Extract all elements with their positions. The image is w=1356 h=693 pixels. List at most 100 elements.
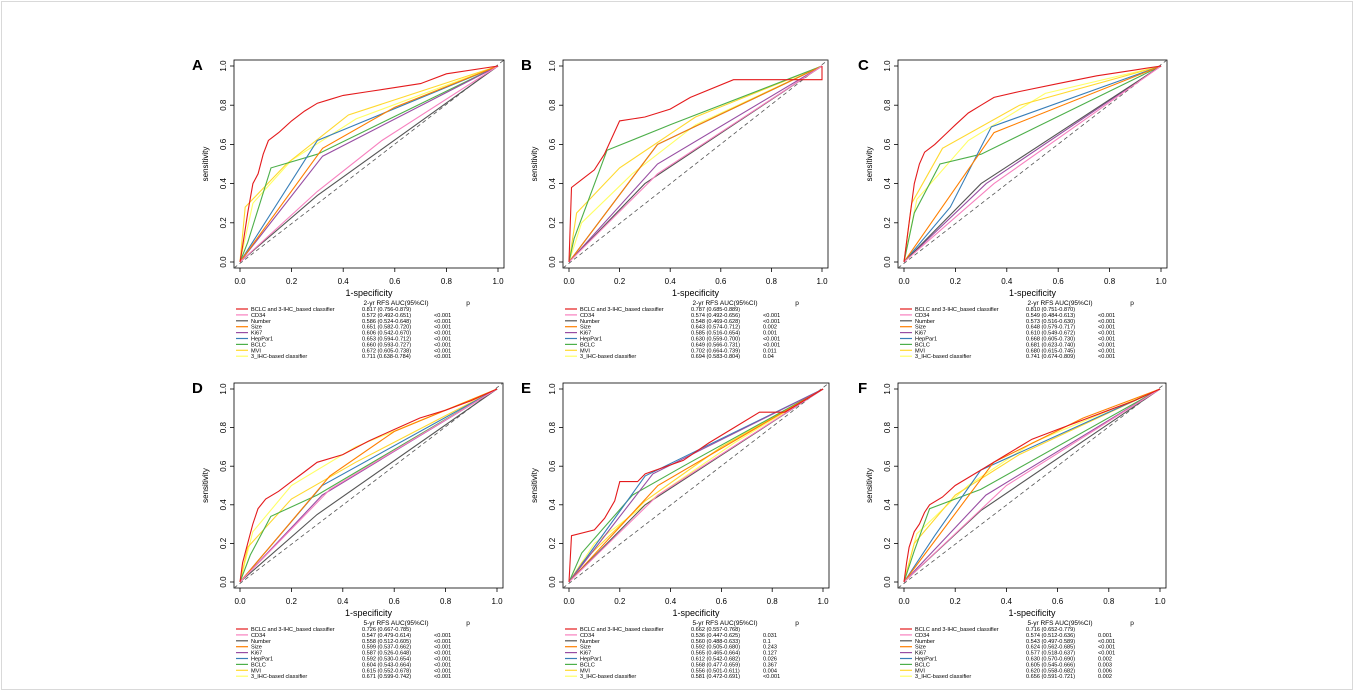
legend-series-auc: 0.651 (0.582-0.720) [362,325,411,331]
y-axis-label: sensitivity [530,468,539,503]
legend-series-auc: 0.741 (0.674-0.809) [1026,354,1075,360]
legend-series-p: <0.001 [434,645,451,651]
y-tick-label: 1.0 [548,383,557,395]
roc-curve-bclc [903,65,1162,263]
legend-series-auc: 0.702 (0.664-0.739) [691,348,740,354]
x-axis-label: 1-specificity [672,288,720,298]
panel-letter: C [858,57,869,74]
legend-series-auc: 0.574 (0.512-0.636) [1026,633,1075,639]
legend-series-auc: 0.630 (0.570-0.690) [1026,657,1075,663]
legend-series-name: HepPar1 [915,657,937,663]
legend-series-p: 0.001 [1098,633,1112,639]
legend-series-auc: 0.573 (0.516-0.630) [1026,319,1075,325]
legend-series-name: Size [251,325,262,331]
x-tick-label: 0.4 [1001,597,1013,606]
roc-curve-heppar1 [568,388,824,583]
legend-series-p: <0.001 [1098,348,1115,354]
legend-series-p: <0.001 [434,651,451,657]
roc-curve-cd34 [568,65,823,263]
legend-series-name: CD34 [915,313,929,319]
legend-series-p: <0.001 [434,348,451,354]
legend-series-p: <0.001 [1098,639,1115,645]
y-tick-label: 0.6 [219,138,228,150]
legend-series-name: Size [915,645,926,651]
legend-series-name: Ki67 [580,651,591,657]
x-tick-label: 0.2 [614,597,626,606]
legend-header-auc: 2-yr RFS AUC(95%CI) [1027,300,1092,307]
legend-series-auc: 0.648 (0.579-0.717) [1026,325,1075,331]
legend-series-name: BCLC [580,662,595,668]
panel-letter: B [521,57,532,74]
legend-series-auc: 0.587 (0.526-0.648) [362,651,411,657]
legend-series-auc: 0.585 (0.516-0.654) [691,331,740,337]
x-axis-label: 1-specificity [345,288,393,298]
y-tick-label: 0.2 [548,217,557,229]
legend-series-name: CD34 [251,633,265,639]
legend-series-p: 0.002 [763,325,777,331]
legend-series-p: <0.001 [1098,313,1115,319]
roc-curve-ki67 [903,388,1161,583]
legend-series-p: <0.001 [434,662,451,668]
legend-series-auc: 0.660 (0.593-0.727) [362,342,411,348]
x-tick-label: 0.6 [389,597,401,606]
x-tick-label: 0.6 [1053,277,1065,286]
y-tick-label: 0.4 [883,177,892,189]
x-tick-label: 0.0 [234,597,246,606]
roc-curve-bclc [903,388,1161,583]
roc-panel-a: A 0.0 0.0 0.2 0.2 0.4 0.4 0.6 0.6 0.8 0.8 1.0 1.0 1-s… [192,57,505,360]
y-tick-label: 0.4 [219,499,228,511]
x-tick-label: 0.2 [614,277,626,286]
y-tick-label: 1.0 [548,60,557,72]
roc-curve-mvi [239,388,498,583]
legend-series-auc: 0.680 (0.615-0.745) [1026,348,1075,354]
x-tick-label: 1.0 [492,277,504,286]
legend-series-name: HepPar1 [580,337,602,343]
roc-curve-number [239,65,499,263]
y-tick-label: 0.6 [883,460,892,472]
x-tick-label: 0.2 [286,277,298,286]
x-tick-label: 0.0 [563,597,575,606]
roc-panel-c: C 0.0 0.0 0.2 0.2 0.4 0.4 0.6 0.6 0.8 0.8 1.0 1.0 1-s… [858,57,1168,360]
legend-series-auc: 0.810 (0.751-0.870) [1026,307,1075,313]
legend-series-auc: 0.681 (0.623-0.740) [1026,342,1075,348]
legend-series-p: <0.001 [763,674,780,680]
legend-series-auc: 0.656 (0.591-0.721) [1026,674,1075,680]
roc-curve-bclc-and-3-ihc-based-classifier [568,388,824,583]
x-tick-label: 0.2 [950,597,962,606]
legend-series-p: 0.367 [763,662,777,668]
x-tick-label: 0.2 [950,277,962,286]
roc-curve-bclc-and-3-ihc-based-classifier [903,65,1162,263]
roc-curve-heppar1 [903,388,1161,583]
legend-series-name: MVI [915,668,925,674]
roc-panel-d: D 0.0 0.0 0.2 0.2 0.4 0.4 0.6 0.6 0.8 0.8 1.0 1.0 1-s… [192,380,504,680]
roc-curve-bclc-and-3-ihc-based-classifier [903,388,1161,583]
roc-curve-cd34 [568,388,824,583]
legend-series-auc: 0.620 (0.558-0.682) [1026,668,1075,674]
y-tick-label: 1.0 [219,383,228,395]
legend-header-p: p [795,300,799,307]
legend-series-auc: 0.671 (0.599-0.742) [362,674,411,680]
roc-curve-bclc-and-3-ihc-based-classifier [239,388,498,583]
roc-curve-size [568,65,823,263]
y-axis-label: sensitivity [201,147,210,182]
legend-series-name: CD34 [580,313,594,319]
legend-series-name: Size [580,325,591,331]
roc-curve-bclc [239,65,499,263]
legend-series-name: Size [580,645,591,651]
legend-series-auc: 0.817 (0.756-0.879) [362,307,411,313]
y-tick-label: 0.6 [883,138,892,150]
legend-series-p: 0.001 [763,331,777,337]
legend-series-name: 3_IHC-based classifier [915,674,971,680]
legend-series-auc: 0.592 (0.505-0.680) [691,645,740,651]
legend-series-name: Size [915,325,926,331]
legend-series-auc: 0.726 (0.667-0.785) [362,627,411,633]
x-tick-label: 0.6 [715,277,727,286]
legend-series-auc: 0.558 (0.512-0.605) [362,639,411,645]
y-axis-label: sensitivity [865,147,874,182]
legend-series-p: <0.001 [434,319,451,325]
roc-curve-mvi [903,388,1161,583]
roc-curve-bclc [568,65,823,263]
legend-series-auc: 0.548 (0.469-0.628) [691,319,740,325]
legend-series-name: HepPar1 [915,337,937,343]
legend-series-p: 0.031 [763,633,777,639]
